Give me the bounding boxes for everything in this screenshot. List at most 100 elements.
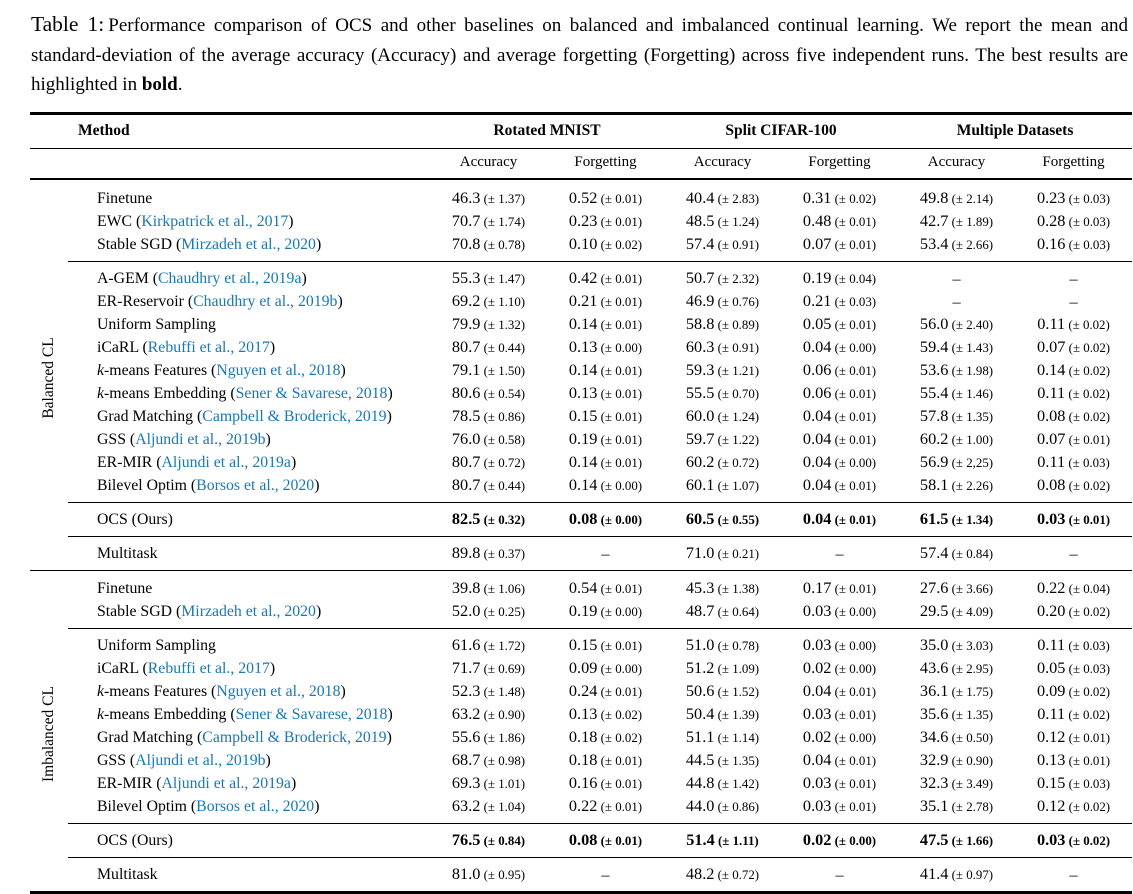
metric-value: 0.21 [568, 291, 598, 310]
method-cell: Multitask [68, 536, 430, 571]
metric-value: 55.6 [451, 727, 481, 746]
method-cell: ER-Reservoir (Chaudhry et al., 2019b) [97, 293, 343, 310]
metric-std: (± 0.01) [597, 456, 643, 470]
metric-value: 0.04 [802, 681, 832, 700]
citation-link[interactable]: Chaudhry et al., 2019a [158, 270, 302, 287]
method-name: Stable SGD [97, 603, 173, 620]
metric-std: (± 1.35) [714, 754, 760, 768]
row-spacer-cell [30, 600, 68, 629]
citation-link[interactable]: Aljundi et al., 2019a [161, 454, 291, 471]
metric-value: 79.9 [451, 314, 481, 333]
method-cell: OCS (Ours) [68, 502, 430, 537]
metric-std: (± 0.01) [597, 215, 643, 229]
value-cell: – [1069, 292, 1078, 311]
method-name: Uniform Sampling [97, 637, 216, 654]
table-row: Stable SGD (Mirzadeh et al., 2020) 70.8 (… [30, 233, 1132, 262]
results-table-wrap: Method Rotated MNIST Split CIFAR-100 Mul… [30, 112, 1133, 894]
value-cell: 0.14 (± 0.00) [547, 474, 664, 503]
value-cell: 0.42 (± 0.01) [547, 261, 664, 290]
method-cell: iCaRL (Rebuffi et al., 2017) [97, 660, 276, 677]
metric-std: (± 1.86) [480, 731, 526, 745]
metric-std: (± 2.40) [948, 318, 994, 332]
citation-link[interactable]: Campbell & Broderick, 2019 [202, 408, 387, 425]
value-cell: 55.6 (± 1.86) [430, 726, 547, 749]
method-name: Uniform Sampling [97, 316, 216, 333]
value-cell: 50.4 (± 1.39) [664, 703, 781, 726]
metric-value: 0.07 [1036, 337, 1066, 356]
metric-std: (± 3.03) [948, 639, 994, 653]
metric-std: (± 0.02) [1065, 800, 1111, 814]
value-cell: 0.11 (± 0.03) [1015, 628, 1133, 657]
table-row: ER-MIR (Aljundi et al., 2019a) 80.7 (± 0.… [30, 451, 1132, 474]
value-cell: 0.05 (± 0.03) [1015, 657, 1132, 680]
metric-std: (± 0.01) [597, 800, 643, 814]
citation-link[interactable]: Aljundi et al., 2019b [135, 752, 266, 769]
metric-std: (± 0.01) [831, 364, 877, 378]
value-cell: 0.08 (± 0.02) [1015, 405, 1132, 428]
value-cell: 70.7 (± 1.74) [430, 210, 547, 233]
value-cell: 0.06 (± 0.01) [781, 382, 898, 405]
value-cell: 57.4 (± 0.91) [664, 233, 781, 262]
citation-link[interactable]: Mirzadeh et al., 2020 [181, 236, 316, 253]
metric-std: (± 0.01) [831, 754, 877, 768]
section-label-imbalanced-cl: Imbalanced CL [40, 685, 57, 782]
metric-std: (± 0.21) [714, 547, 760, 561]
value-cell: 0.14 (± 0.01) [547, 451, 664, 474]
method-name: GSS [97, 752, 126, 769]
citation-link[interactable]: Chaudhry et al., 2019b [193, 293, 338, 310]
value-cell: 52.0 (± 0.25) [430, 600, 547, 629]
method-name: Bilevel Optim [97, 477, 187, 494]
metric-value: 0.13 [1036, 750, 1066, 769]
citation-link[interactable]: Aljundi et al., 2019a [161, 775, 291, 792]
metric-value: 0.09 [1036, 681, 1066, 700]
value-cell: 0.54 (± 0.01) [547, 570, 664, 600]
metric-std: (± 1.47) [480, 272, 526, 286]
citation-link[interactable]: Sener & Savarese, 2018 [235, 385, 388, 402]
method-name: Grad Matching [97, 729, 194, 746]
metric-value: 0.42 [568, 268, 598, 287]
table-row: EWC (Kirkpatrick et al., 2017) 70.7 (± 1.… [30, 210, 1132, 233]
metric-value: 60.2 [919, 429, 949, 448]
metric-std: (± 0.04) [1065, 582, 1111, 596]
citation-link[interactable]: Sener & Savarese, 2018 [235, 706, 388, 723]
citation-link[interactable]: Nguyen et al., 2018 [216, 362, 341, 379]
value-cell: 0.04 (± 0.01) [781, 428, 898, 451]
metric-value: 29.5 [919, 601, 949, 620]
citation-link[interactable]: Rebuffi et al., 2017 [147, 339, 270, 356]
metric-std: (± 1.21) [714, 364, 760, 378]
metric-value: 55.3 [451, 268, 481, 287]
metric-value: 60.5 [685, 509, 715, 528]
metric-std: (± 0.03) [1065, 192, 1111, 206]
metric-std: (± 3.66) [948, 582, 994, 596]
row-spacer-cell [30, 210, 68, 233]
citation-link[interactable]: Borsos et al., 2020 [196, 798, 315, 815]
citation-link[interactable]: Aljundi et al., 2019b [135, 431, 266, 448]
table-row: Bilevel Optim (Borsos et al., 2020) 80.7 … [30, 474, 1132, 503]
metric-value: 51.0 [685, 635, 715, 654]
value-cell: 63.2 (± 0.90) [430, 703, 547, 726]
metric-std: (± 0.00) [597, 341, 643, 355]
metric-value: 0.13 [568, 704, 598, 723]
citation-link[interactable]: Kirkpatrick et al., 2017 [141, 213, 289, 230]
metric-std: (± 1.52) [714, 685, 760, 699]
value-cell: 48.5 (± 1.24) [664, 210, 781, 233]
table-row: iCaRL (Rebuffi et al., 2017) 80.7 (± 0.44… [30, 336, 1132, 359]
citation-link[interactable]: Campbell & Broderick, 2019 [202, 729, 387, 746]
metric-std: (± 0.01) [1065, 754, 1111, 768]
row-spacer-cell [30, 179, 68, 210]
metric-value: 0.13 [568, 337, 598, 356]
value-cell: 0.17 (± 0.01) [781, 570, 899, 600]
citation-link[interactable]: Borsos et al., 2020 [196, 477, 315, 494]
citation-link[interactable]: Nguyen et al., 2018 [216, 683, 341, 700]
metric-value: 0.06 [802, 360, 832, 379]
metric-value: 58.1 [919, 475, 949, 494]
citation-link[interactable]: Mirzadeh et al., 2020 [181, 603, 316, 620]
citation-link[interactable]: Rebuffi et al., 2017 [147, 660, 270, 677]
metric-value: 71.0 [685, 543, 715, 562]
value-cell: – [898, 261, 1016, 290]
row-spacer-cell [30, 451, 68, 474]
table-row: OCS (Ours) 82.5 (± 0.32) 0.08 (± 0.00) 60.5… [30, 502, 1133, 537]
metric-value: 50.7 [685, 268, 715, 287]
metric-std: (± 0.02) [1065, 410, 1111, 424]
value-cell: 39.8 (± 1.06) [430, 570, 547, 600]
